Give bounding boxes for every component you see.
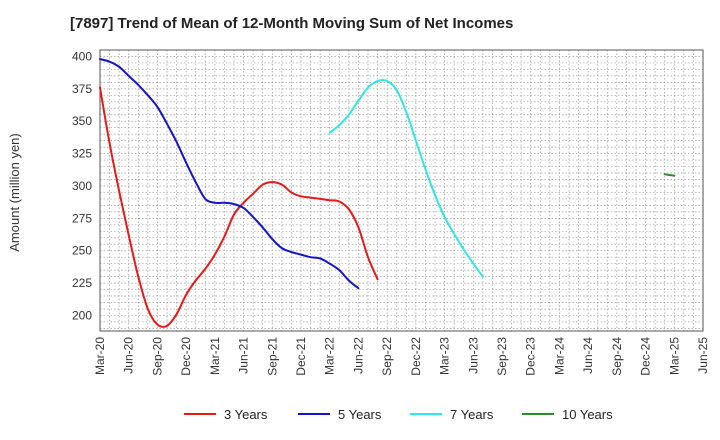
- x-tick-label: Jun-20: [122, 337, 136, 374]
- legend-item-10-years: 10 Years: [522, 407, 613, 422]
- y-tick-label: 225: [72, 276, 92, 290]
- y-axis-title: Amount (million yen): [7, 133, 22, 252]
- x-tick-label: Sep-20: [150, 337, 164, 376]
- x-tick-label: Mar-21: [208, 337, 222, 375]
- x-tick-label: Jun-24: [581, 337, 595, 374]
- x-tick-labels: Mar-20 Jun-20 Sep-20 Dec-20 Mar-21 Jun-21 Sep-…: [93, 337, 710, 376]
- y-tick-label: 275: [72, 211, 92, 225]
- x-tick-label: Dec-22: [409, 337, 423, 376]
- legend-label: 3 Years: [224, 407, 268, 422]
- x-tick-label: Mar-24: [552, 337, 566, 375]
- legend-item-5-years: 5 Years: [298, 407, 382, 422]
- x-tick-label: Dec-23: [524, 337, 538, 376]
- series-line-7-years: [328, 79, 484, 278]
- legend-label: 10 Years: [562, 407, 613, 422]
- x-tick-label: Jun-22: [351, 337, 365, 374]
- x-tick-label: Jun-25: [696, 337, 710, 374]
- y-tick-label: 250: [72, 244, 92, 258]
- chart-title: [7897] Trend of Mean of 12-Month Moving …: [70, 15, 514, 32]
- y-tick-labels: 200 225 250 275 300 325 350 375 400: [72, 49, 92, 322]
- x-tick-label: Mar-25: [667, 337, 681, 375]
- legend: 3 Years 5 Years 7 Years 10 Years: [184, 407, 613, 422]
- y-tick-label: 350: [72, 114, 92, 128]
- x-tick-label: Dec-21: [294, 337, 308, 376]
- y-tick-label: 400: [72, 49, 92, 63]
- x-tick-label: Sep-21: [265, 337, 279, 376]
- x-tick-label: Dec-24: [639, 337, 653, 376]
- y-tick-label: 300: [72, 179, 92, 193]
- x-tick-label: Mar-23: [438, 337, 452, 375]
- legend-label: 7 Years: [450, 407, 494, 422]
- series-line-10-years: [663, 173, 676, 177]
- x-tick-label: Dec-20: [179, 337, 193, 376]
- x-tick-label: Sep-23: [495, 337, 509, 376]
- grid-layer: [100, 50, 703, 331]
- x-tick-label: Jun-23: [466, 337, 480, 374]
- legend-item-3-years: 3 Years: [184, 407, 268, 422]
- x-tick-label: Jun-21: [237, 337, 251, 374]
- x-tick-label: Mar-22: [323, 337, 337, 375]
- series-line-3-years: [99, 86, 379, 328]
- legend-item-7-years: 7 Years: [410, 407, 494, 422]
- x-tick-label: Sep-22: [380, 337, 394, 376]
- legend-label: 5 Years: [338, 407, 382, 422]
- y-tick-label: 200: [72, 308, 92, 322]
- x-tick-label: Sep-24: [610, 337, 624, 376]
- y-tick-label: 325: [72, 147, 92, 161]
- plot-frame: [99, 49, 704, 332]
- y-tick-label: 375: [72, 82, 92, 96]
- series-layer: [99, 58, 676, 328]
- x-tick-label: Mar-20: [93, 337, 107, 375]
- series-line-5-years: [99, 58, 360, 290]
